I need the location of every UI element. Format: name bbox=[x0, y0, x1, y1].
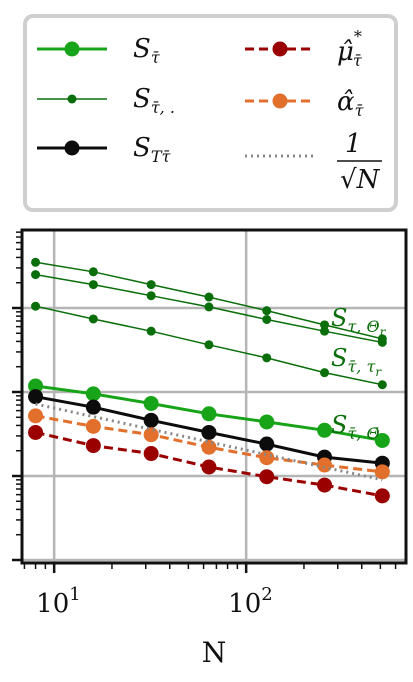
data-point-s_T_tau bbox=[143, 412, 159, 428]
legend-label-alpha-hat: α̂τ̄ bbox=[337, 87, 365, 120]
data-point-s_tau_dot_2 bbox=[146, 291, 156, 301]
data-point-s_tau_dot_1 bbox=[262, 306, 272, 316]
data-point-s_tau_dot_1 bbox=[31, 257, 41, 267]
annotations: Sτ, Θr Sτ̄, τr Sτ̄, Θ̄ bbox=[331, 304, 387, 443]
data-point-mu_hat bbox=[85, 438, 101, 454]
legend-label-s-T-tau: STτ̄ bbox=[133, 133, 171, 166]
data-point-s_tau_dot_3 bbox=[146, 326, 156, 336]
data-point-s_tau_dot_1 bbox=[320, 320, 330, 330]
data-point-s_tau bbox=[201, 406, 217, 422]
data-point-alpha_hat bbox=[374, 464, 390, 480]
legend-entry-ref: 1 √N bbox=[245, 129, 382, 195]
data-point-s_tau bbox=[317, 422, 333, 438]
series-s_tau bbox=[28, 378, 390, 448]
data-point-mu_hat bbox=[201, 459, 217, 475]
data-point-s_tau_dot_1 bbox=[204, 292, 214, 302]
data-point-mu_hat bbox=[143, 446, 159, 462]
annotation-s-tau-bar-theta-bar: Sτ̄, Θ̄ bbox=[331, 411, 380, 443]
legend-marker-s-tau bbox=[64, 41, 80, 57]
series-s_tau_dot_1 bbox=[31, 257, 387, 344]
series-s_tau_dot_2 bbox=[31, 270, 387, 347]
data-point-s_T_tau bbox=[85, 399, 101, 415]
x-axis-ticks: 101 102 bbox=[23, 563, 397, 619]
legend-label-mu-hat: μ̂* τ̄ bbox=[337, 27, 363, 70]
legend-label-s-tau-dot: Sτ̄, . bbox=[133, 84, 175, 117]
data-point-s_tau_dot_2 bbox=[31, 270, 41, 280]
data-point-alpha_hat bbox=[201, 439, 217, 455]
plot-frame bbox=[20, 228, 408, 565]
x-tick-label: 102 bbox=[228, 584, 273, 619]
legend-marker-alpha-hat bbox=[272, 93, 288, 109]
series-s_tau_dot_3 bbox=[31, 301, 387, 390]
data-point-s_tau_dot_2 bbox=[88, 280, 98, 290]
data-point-s_tau bbox=[374, 432, 390, 448]
legend-label-ref-num: 1 bbox=[345, 129, 362, 159]
data-point-s_tau_dot_3 bbox=[262, 353, 272, 363]
data-point-alpha_hat bbox=[143, 427, 159, 443]
data-point-s_tau_dot_2 bbox=[377, 337, 387, 347]
data-point-mu_hat bbox=[317, 477, 333, 493]
data-point-s_tau_dot_3 bbox=[377, 380, 387, 390]
data-point-s_tau bbox=[85, 386, 101, 402]
data-point-s_tau_dot_2 bbox=[204, 302, 214, 312]
grid bbox=[22, 230, 406, 563]
x-axis-label: N bbox=[202, 636, 227, 669]
legend-entry-mu-hat: μ̂* τ̄ bbox=[245, 27, 363, 70]
data-point-s_T_tau bbox=[201, 424, 217, 440]
annotation-s-tau-bar-tau-r: Sτ̄, τr bbox=[331, 344, 382, 379]
x-tick-label: 101 bbox=[36, 584, 81, 619]
plot-area: 101 102 bbox=[12, 228, 408, 619]
data-point-alpha_hat bbox=[85, 418, 101, 434]
data-point-s_tau_dot_1 bbox=[146, 280, 156, 290]
data-point-alpha_hat bbox=[259, 450, 275, 466]
legend-entry-alpha-hat: α̂τ̄ bbox=[245, 87, 365, 120]
annotation-s-tau-theta-r: Sτ, Θr bbox=[331, 304, 387, 339]
data-point-alpha_hat bbox=[317, 457, 333, 473]
legend-label-ref-den: √N bbox=[340, 165, 381, 195]
series-mu_hat bbox=[28, 424, 390, 504]
series-ref bbox=[35, 402, 383, 482]
legend-entry-s-tau: Sτ̄ bbox=[37, 34, 161, 67]
data-point-s_tau_dot_2 bbox=[320, 326, 330, 336]
legend-label-s-tau: Sτ̄ bbox=[133, 34, 161, 67]
data-point-s_tau_dot_3 bbox=[204, 340, 214, 350]
data-point-s_T_tau bbox=[259, 436, 275, 452]
legend-frame bbox=[23, 14, 398, 212]
data-point-alpha_hat bbox=[28, 408, 44, 424]
data-point-s_T_tau bbox=[28, 389, 44, 405]
legend-marker-mu-hat bbox=[272, 41, 288, 57]
data-point-s_tau bbox=[143, 395, 159, 411]
y-axis-ticks bbox=[12, 231, 22, 562]
data-point-s_tau_dot_3 bbox=[320, 368, 330, 378]
data-point-s_tau_dot_3 bbox=[31, 301, 41, 311]
series-line-ref bbox=[35, 402, 383, 482]
series-layer bbox=[28, 257, 390, 504]
legend: Sτ̄ Sτ̄, . STτ̄ μ̂* τ̄ α̂τ̄ 1 √N bbox=[23, 14, 398, 212]
data-point-s_tau_dot_2 bbox=[262, 314, 272, 324]
data-point-mu_hat bbox=[374, 488, 390, 504]
legend-entry-s-T-tau: STτ̄ bbox=[37, 133, 171, 166]
legend-marker-s-tau-dot bbox=[67, 94, 77, 104]
data-point-s_tau bbox=[259, 414, 275, 430]
data-point-mu_hat bbox=[28, 424, 44, 440]
legend-entry-s-tau-dot: Sτ̄, . bbox=[37, 84, 175, 117]
data-point-s_tau_dot_3 bbox=[88, 314, 98, 324]
data-point-mu_hat bbox=[259, 469, 275, 485]
legend-marker-s-T-tau bbox=[64, 140, 80, 156]
data-point-s_tau_dot_1 bbox=[88, 267, 98, 277]
data-point-s_tau bbox=[28, 378, 44, 394]
